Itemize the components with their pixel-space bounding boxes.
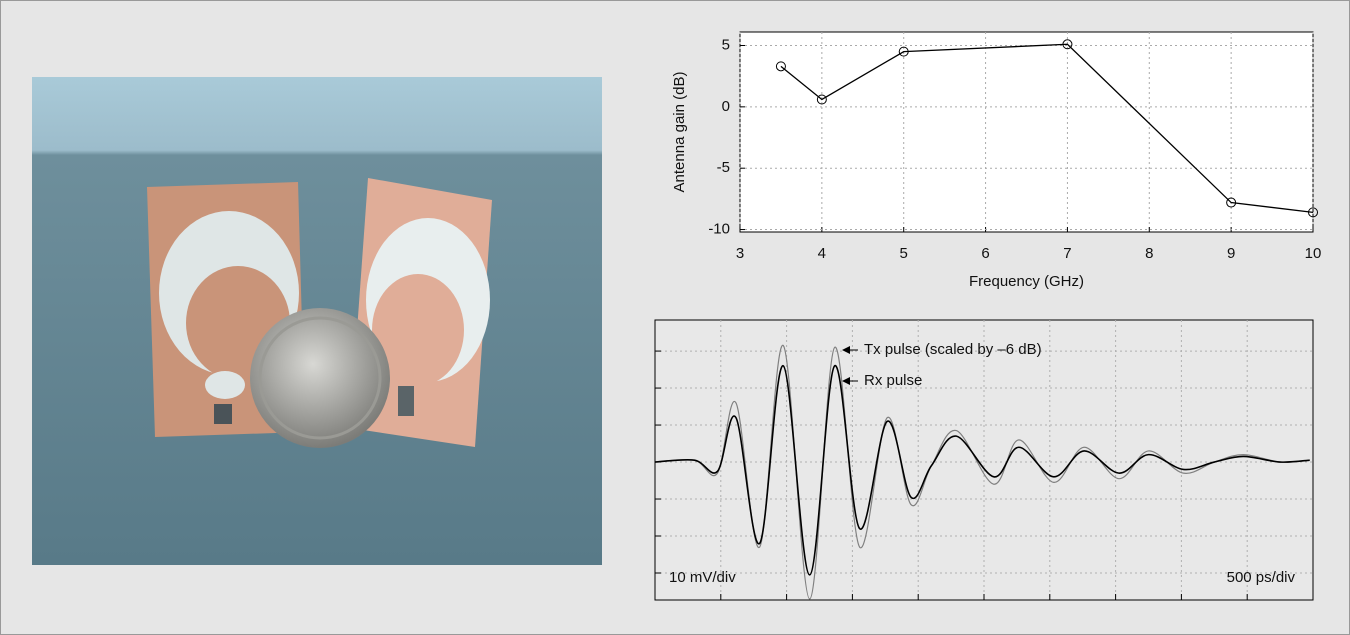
annotation: 10 mV/div [669, 569, 736, 586]
y-axis-label: Antenna gain (dB) [671, 72, 688, 193]
x-tick-label: 9 [1227, 245, 1235, 262]
legend-label: Rx pulse [864, 372, 922, 389]
x-tick-label: 4 [818, 245, 826, 262]
x-axis-label: Frequency (GHz) [969, 273, 1084, 290]
x-tick-label: 8 [1145, 245, 1153, 262]
legend-label: Tx pulse (scaled by –6 dB) [864, 341, 1042, 358]
x-tick-label: 6 [981, 245, 989, 262]
x-tick-label: 3 [736, 245, 744, 262]
y-tick-label: 0 [722, 98, 730, 115]
x-tick-label: 10 [1305, 245, 1322, 262]
y-tick-label: -5 [717, 159, 730, 176]
y-tick-label: -10 [708, 221, 730, 238]
annotation: 500 ps/div [1227, 569, 1296, 586]
figure: 3 4 5 6 7 8 9 10 -10 -5 0 5 Frequency (GHz) Antenna g… [0, 0, 1350, 635]
x-tick-label: 5 [900, 245, 908, 262]
x-tick-label: 7 [1063, 245, 1071, 262]
y-tick-label: 5 [722, 36, 730, 53]
photo [32, 77, 602, 565]
